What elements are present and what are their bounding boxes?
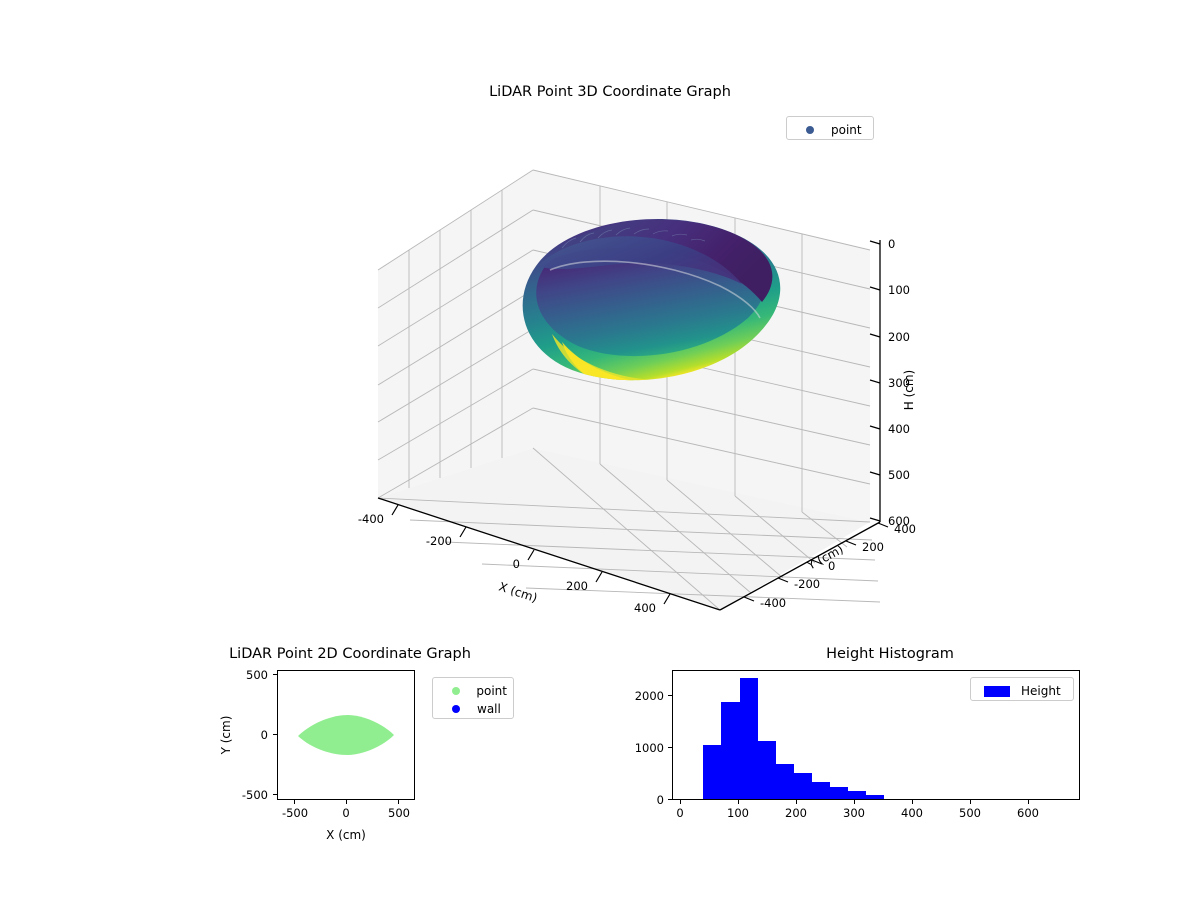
ztick-3d-3: 300 (888, 376, 910, 390)
ytick-2d-0: 0 (260, 728, 268, 742)
xtick-2d-500: 500 (388, 806, 410, 820)
ytick-3d-4: 400 (894, 522, 916, 536)
legend-item-point: point (439, 682, 507, 700)
ytickmark-hist-1000 (668, 747, 672, 749)
tickmarks-x-3d (391, 504, 671, 605)
legend-label: wall (477, 702, 501, 716)
axes-3d-lidar-point-cloud[interactable]: -400 -200 0 200 400 -400 -200 0 200 400 … (300, 120, 920, 630)
ytickmark-hist-2000 (668, 695, 672, 697)
ztick-3d-0: 0 (888, 237, 895, 251)
ytick-2d-500: 500 (246, 668, 268, 682)
ytick-hist-1000: 1000 (634, 741, 664, 755)
panel-3d-title: LiDAR Point 3D Coordinate Graph (489, 84, 731, 100)
xtick-hist-400: 400 (901, 806, 923, 820)
xtick-hist-200: 200 (785, 806, 807, 820)
point-marker-icon (793, 126, 827, 134)
ytickmark-2d-0 (273, 734, 277, 736)
xlabel-2d: X (cm) (326, 828, 366, 842)
legend-histogram: Height (970, 677, 1074, 701)
xtickmark-hist-0 (680, 800, 682, 804)
xtick-hist-500: 500 (959, 806, 981, 820)
ylabel-2d: Y (cm) (219, 715, 233, 755)
ytick-2d-m500: -500 (241, 788, 268, 802)
point-cloud-3d-series (522, 219, 781, 381)
zlabel-3d: H (cm) (902, 370, 916, 411)
xtickmark-2d-0 (346, 800, 348, 804)
xtickmark-hist-300 (854, 800, 856, 804)
histogram-bar (721, 701, 740, 799)
histogram-bar (739, 677, 758, 799)
xtickmark-2d-500 (398, 800, 400, 804)
ztick-3d-6: 600 (888, 514, 910, 528)
xtickmark-2d-m500 (294, 800, 296, 804)
histogram-bar (848, 791, 867, 799)
legend-item-height: Height (977, 682, 1067, 700)
ztick-3d-4: 400 (888, 422, 910, 436)
ztick-3d-1: 100 (888, 283, 910, 297)
xtickmark-hist-400 (912, 800, 914, 804)
tickmarks-z-3d (869, 240, 881, 522)
xtickmark-hist-200 (796, 800, 798, 804)
xtick-hist-100: 100 (727, 806, 749, 820)
panel-hist-title: Height Histogram (826, 646, 954, 662)
ytick-3d-0: -400 (760, 596, 786, 610)
point-marker-icon (439, 687, 472, 695)
xtick-3d-0: -400 (358, 512, 384, 526)
legend-item-wall: wall (439, 700, 507, 718)
ytickmark-2d-500 (273, 674, 277, 676)
xtick-hist-300: 300 (843, 806, 865, 820)
tickmarks-y-3d (743, 522, 889, 602)
xtick-2d-0: 0 (342, 806, 350, 820)
histogram-bar (830, 786, 849, 799)
height-bar-icon (977, 685, 1017, 697)
histogram-bar (703, 744, 722, 799)
grid-floor (377, 447, 881, 611)
ytick-hist-2000: 2000 (634, 689, 664, 703)
ytickmark-2d-m500 (273, 794, 277, 796)
grid-left-wall (377, 169, 534, 499)
xlabel-3d: X (cm) (497, 580, 539, 606)
xtickmark-hist-100 (738, 800, 740, 804)
axes-2d-lidar-points[interactable] (277, 670, 415, 800)
legend-item-point: point (793, 121, 867, 139)
ytickmark-hist-0 (668, 799, 672, 801)
ytick-3d-1: -200 (794, 577, 820, 591)
panel-2d-title: LiDAR Point 2D Coordinate Graph (229, 646, 471, 662)
legend-label: point (476, 684, 507, 698)
axes-3d-canvas: -400 -200 0 200 400 -400 -200 0 200 400 … (358, 169, 916, 615)
xtickmark-hist-500 (970, 800, 972, 804)
xtick-3d-2: 0 (513, 557, 520, 571)
histogram-bar (775, 763, 794, 799)
legend-label: point (831, 123, 862, 137)
xtick-hist-600: 600 (1017, 806, 1039, 820)
xtickmark-hist-600 (1028, 800, 1030, 804)
ytick-3d-2: 0 (828, 559, 835, 573)
ytick-hist-0: 0 (656, 793, 664, 807)
ztick-3d-2: 200 (888, 330, 910, 344)
histogram-bar (866, 794, 885, 799)
xtick-3d-4: 400 (634, 601, 656, 615)
xtick-2d-m500: -500 (281, 806, 309, 820)
ytick-3d-3: 200 (862, 540, 884, 554)
histogram-bar (812, 782, 831, 799)
pane-left (378, 170, 533, 498)
point-cloud-2d-canvas (298, 715, 394, 755)
xtick-hist-0: 0 (676, 806, 684, 820)
ztick-3d-5: 500 (888, 468, 910, 482)
xtick-3d-3: 200 (566, 579, 588, 593)
legend-3d: point (786, 116, 874, 140)
histogram-bar (793, 773, 813, 799)
legend-2d: point wall (432, 677, 514, 719)
legend-label: Height (1021, 684, 1061, 698)
point-series-2d (298, 715, 394, 755)
histogram-bars (673, 671, 1079, 799)
xtick-3d-1: -200 (426, 534, 452, 548)
wall-marker-icon (439, 705, 473, 713)
histogram-bar (757, 740, 776, 799)
